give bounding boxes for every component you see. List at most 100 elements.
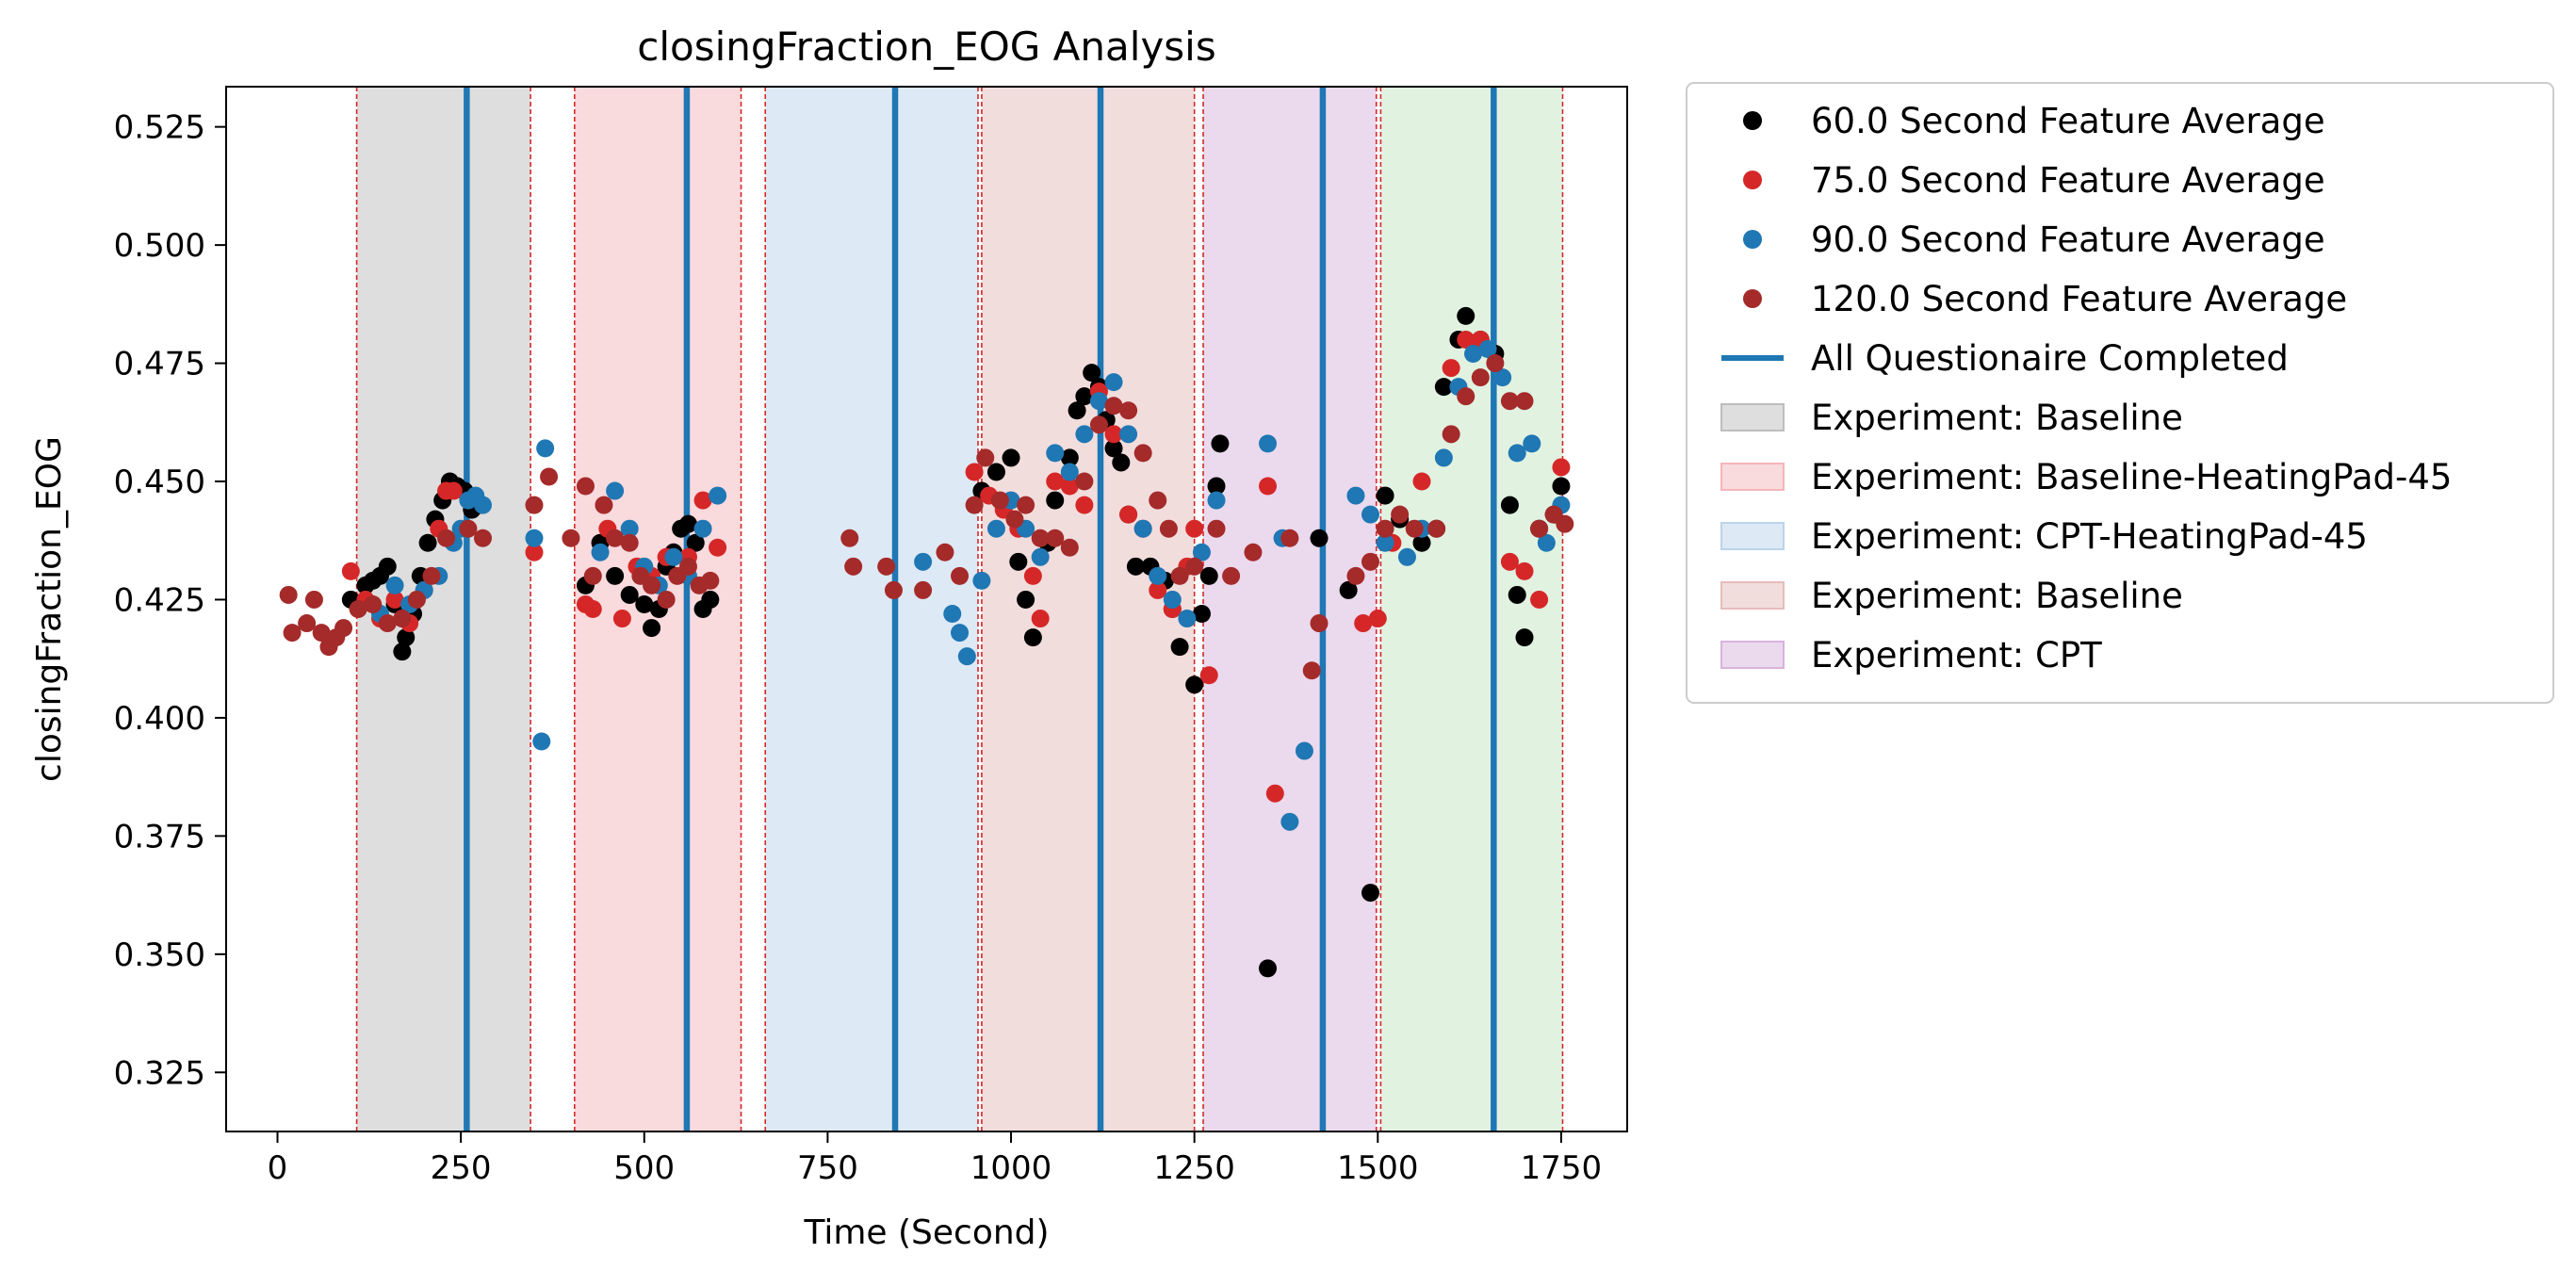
data-point-s3-13 bbox=[422, 566, 441, 585]
data-point-s2-52 bbox=[1434, 448, 1453, 467]
data-point-s1-11 bbox=[583, 600, 602, 618]
questionnaire-lines bbox=[464, 87, 1497, 1131]
x-tick-label-6: 1500 bbox=[1337, 1149, 1419, 1187]
data-point-s1-40 bbox=[1354, 614, 1373, 633]
data-point-s3-21 bbox=[583, 566, 602, 585]
data-point-s0-55 bbox=[1192, 605, 1211, 624]
data-point-s3-44 bbox=[1031, 529, 1050, 547]
data-point-s2-23 bbox=[943, 605, 962, 624]
data-point-s2-33 bbox=[1075, 425, 1094, 444]
data-point-s3-27 bbox=[657, 590, 676, 609]
data-point-s2-15 bbox=[620, 519, 639, 538]
legend-item-8: Experiment: Baseline bbox=[1720, 576, 2183, 616]
data-point-s3-60 bbox=[1302, 661, 1321, 680]
phase-band-3 bbox=[981, 87, 1195, 1131]
data-point-s2-27 bbox=[986, 519, 1005, 538]
legend-label-3: 120.0 Second Feature Average bbox=[1811, 279, 2347, 319]
data-point-s3-62 bbox=[1346, 566, 1365, 585]
plot-frame bbox=[225, 86, 1628, 1132]
data-point-s3-46 bbox=[1060, 538, 1079, 557]
data-point-s3-70 bbox=[1471, 368, 1490, 387]
data-point-s1-33 bbox=[1149, 580, 1167, 599]
data-point-s3-20 bbox=[576, 477, 595, 496]
data-point-s0-34 bbox=[1002, 448, 1020, 467]
data-point-s2-32 bbox=[1060, 463, 1079, 481]
data-point-s3-53 bbox=[1159, 519, 1178, 538]
data-point-s0-10 bbox=[418, 533, 437, 552]
legend-marker-1 bbox=[1743, 171, 1762, 189]
data-point-s1-9 bbox=[525, 543, 544, 562]
data-point-s0-69 bbox=[1457, 306, 1475, 325]
data-point-s3-73 bbox=[1515, 392, 1534, 411]
legend-label-9: Experiment: CPT bbox=[1811, 635, 2102, 676]
data-point-s1-30 bbox=[1104, 425, 1123, 444]
y-axis-label: closingFraction_EOG bbox=[30, 436, 69, 782]
series-3 bbox=[279, 354, 1574, 680]
data-point-s3-67 bbox=[1427, 519, 1446, 538]
data-point-s3-16 bbox=[473, 529, 492, 547]
data-point-s0-29 bbox=[686, 533, 705, 552]
legend-label-0: 60.0 Second Feature Average bbox=[1811, 101, 2325, 141]
data-point-s0-28 bbox=[678, 514, 697, 533]
legend-patch-6 bbox=[1720, 463, 1785, 491]
data-point-s2-36 bbox=[1119, 425, 1138, 444]
y-tick-label-0: 0.325 bbox=[114, 1054, 205, 1092]
data-point-s2-11 bbox=[532, 732, 551, 751]
legend-patch-9 bbox=[1720, 641, 1785, 669]
data-point-s1-50 bbox=[1552, 458, 1571, 477]
data-point-s3-0 bbox=[279, 585, 298, 604]
data-points bbox=[279, 306, 1574, 978]
data-point-s3-68 bbox=[1442, 425, 1460, 444]
legend-item-5: Experiment: Baseline bbox=[1720, 398, 2183, 438]
data-point-s3-23 bbox=[606, 529, 625, 547]
data-point-s3-51 bbox=[1133, 444, 1152, 463]
data-point-s0-7 bbox=[397, 628, 416, 647]
y-tick-label-7: 0.500 bbox=[114, 227, 205, 265]
legend-label-5: Experiment: Baseline bbox=[1811, 398, 2183, 438]
phase-bands bbox=[356, 87, 1563, 1131]
x-tick-label-7: 1750 bbox=[1521, 1149, 1603, 1187]
data-point-s3-4 bbox=[312, 624, 331, 643]
data-point-s0-23 bbox=[643, 619, 661, 638]
phase-band-5 bbox=[1380, 87, 1563, 1131]
legend-label-4: All Questionaire Completed bbox=[1811, 338, 2289, 379]
data-point-s1-13 bbox=[612, 610, 631, 628]
legend-patch-5 bbox=[1720, 403, 1785, 431]
data-point-s1-18 bbox=[693, 491, 712, 510]
data-point-s2-31 bbox=[1046, 444, 1065, 463]
data-point-s0-57 bbox=[1207, 477, 1226, 496]
data-point-s3-63 bbox=[1361, 552, 1380, 571]
data-point-s2-55 bbox=[1478, 340, 1497, 359]
data-point-s0-6 bbox=[393, 643, 412, 661]
data-point-s3-31 bbox=[701, 571, 720, 590]
legend-marker-0 bbox=[1743, 111, 1762, 130]
phase-band-2 bbox=[765, 87, 978, 1131]
data-point-s3-36 bbox=[914, 580, 933, 599]
x-tick-label-2: 500 bbox=[613, 1149, 675, 1187]
data-point-s2-14 bbox=[606, 481, 625, 500]
y-tick-label-2: 0.375 bbox=[114, 818, 205, 855]
legend-label-2: 90.0 Second Feature Average bbox=[1811, 220, 2325, 260]
data-point-s3-14 bbox=[437, 529, 456, 547]
x-tick-label-5: 1250 bbox=[1153, 1149, 1235, 1187]
data-point-s0-31 bbox=[701, 590, 720, 609]
legend-item-7: Experiment: CPT-HeatingPad-45 bbox=[1720, 516, 2368, 557]
data-point-s0-4 bbox=[378, 557, 397, 576]
data-point-s3-56 bbox=[1207, 519, 1226, 538]
legend-label-7: Experiment: CPT-HeatingPad-45 bbox=[1811, 516, 2368, 557]
data-point-s3-38 bbox=[951, 566, 970, 585]
data-point-s3-34 bbox=[877, 557, 896, 576]
data-point-s0-60 bbox=[1310, 529, 1329, 547]
data-point-s3-8 bbox=[349, 600, 367, 618]
data-point-s3-37 bbox=[936, 543, 954, 562]
data-point-s3-9 bbox=[364, 594, 383, 613]
data-point-s0-40 bbox=[1060, 448, 1079, 467]
data-point-s2-10 bbox=[525, 529, 544, 547]
legend-item-6: Experiment: Baseline-HeatingPad-45 bbox=[1720, 457, 2452, 497]
legend-item-1: 75.0 Second Feature Average bbox=[1743, 160, 2325, 201]
data-point-s1-8 bbox=[444, 481, 463, 500]
data-point-s1-3 bbox=[385, 590, 404, 609]
legend-marker-2 bbox=[1743, 230, 1762, 249]
data-point-s3-32 bbox=[840, 529, 859, 547]
